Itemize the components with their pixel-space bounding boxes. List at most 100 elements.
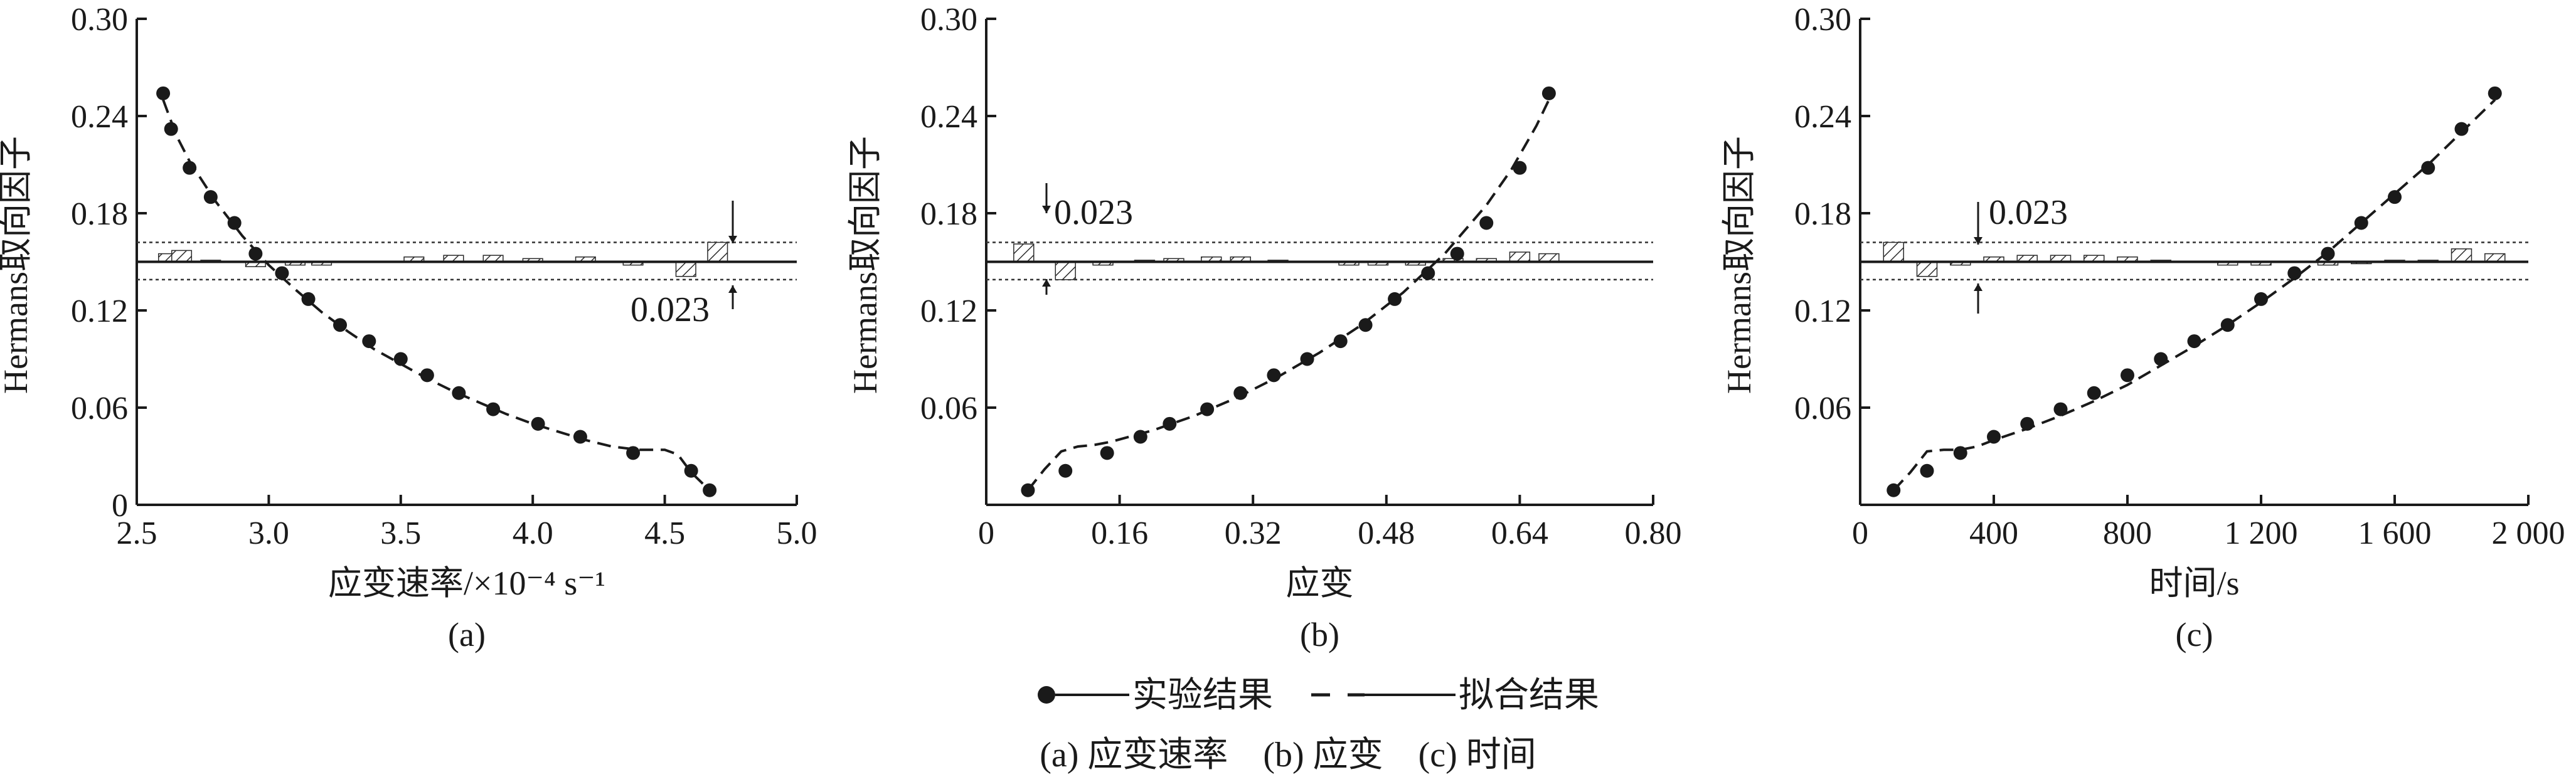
x-tick-label: 2 000	[2492, 515, 2565, 551]
data-point	[684, 463, 698, 478]
x-tick-label: 0.64	[1491, 515, 1548, 551]
x-tick-label: 3.5	[380, 515, 421, 551]
data-point	[2287, 266, 2302, 280]
y-axis-title: Hermans取向因子	[846, 136, 884, 394]
data-point	[1133, 430, 1147, 444]
data-point	[2421, 161, 2435, 175]
x-tick-label: 0.32	[1225, 515, 1282, 551]
data-point	[1920, 463, 1934, 478]
legend-caption-line: (a) 应变速率 (b) 应变 (c) 时间	[1040, 736, 1536, 774]
panel-c: 0.06 0.12 0.18 0.24 0.30 0 400 800 1 200 1 600 2 0…	[1720, 2, 2565, 653]
x-tick-label: 800	[2103, 515, 2152, 551]
y-tick-label: 0.30	[920, 2, 977, 38]
data-point	[164, 122, 178, 136]
data-point	[2220, 318, 2235, 332]
data-point	[1513, 161, 1527, 175]
band-annotation: 0.023	[631, 290, 710, 329]
panel-label: (c)	[2176, 616, 2213, 653]
data-point	[2254, 292, 2268, 306]
deviation-bar	[1509, 251, 1531, 263]
x-tick-label: 0.48	[1358, 515, 1415, 551]
deviation-bar	[171, 250, 193, 263]
data-point	[1200, 402, 1215, 416]
annotation-arrowhead-down	[1042, 206, 1051, 213]
data-point	[1450, 246, 1464, 261]
data-point	[1987, 430, 2001, 444]
deviation-bar	[1013, 243, 1035, 263]
deviation-bar	[1883, 241, 1904, 263]
data-point	[393, 352, 408, 366]
annotation-arrowhead-down	[728, 236, 737, 243]
y-tick-label: 0.18	[71, 196, 128, 232]
data-point	[2187, 334, 2201, 349]
data-point	[1058, 463, 1073, 478]
data-point	[531, 416, 545, 431]
data-point	[1887, 483, 1901, 497]
data-point	[1358, 318, 1373, 332]
x-tick-label: 2.5	[117, 515, 157, 551]
y-tick-label: 0.24	[920, 99, 977, 135]
data-point	[1021, 483, 1035, 497]
deviation-bar	[2451, 248, 2472, 263]
data-point	[573, 430, 587, 444]
legend: 实验结果 拟合结果 (a) 应变速率 (b) 应变 (c) 时间	[1038, 676, 1599, 774]
data-point	[203, 190, 218, 204]
deviation-bar	[675, 261, 696, 277]
legend-marker-experimental	[1038, 686, 1055, 704]
fit-curve	[1892, 98, 2496, 492]
annotation-arrowhead-up	[1974, 283, 1983, 291]
data-point	[156, 86, 171, 100]
data-point	[1421, 266, 1435, 280]
x-tick-label: 4.0	[513, 515, 553, 551]
y-tick-label: 0.12	[1794, 293, 1851, 329]
data-point	[275, 266, 289, 280]
x-tick-label: 0.80	[1625, 515, 1682, 551]
band-annotation: 0.023	[1989, 193, 2068, 232]
data-point	[2321, 246, 2335, 261]
panel-label: (b)	[1300, 616, 1339, 653]
legend-label-fitted: 拟合结果	[1459, 676, 1599, 715]
deviation-bar	[1055, 261, 1076, 280]
data-point	[2020, 416, 2035, 431]
data-point	[2454, 122, 2469, 136]
deviation-bar	[1916, 261, 1938, 277]
annotation-arrowhead-up	[1042, 279, 1051, 287]
x-tick-label: 5.0	[777, 515, 817, 551]
data-point	[1233, 386, 1248, 400]
deviation-bar	[707, 241, 728, 263]
y-tick-label: 0.12	[920, 293, 977, 329]
fit-curve	[1026, 99, 1550, 492]
panel-label: (a)	[448, 616, 486, 653]
data-point	[626, 446, 641, 460]
data-point	[2087, 386, 2101, 400]
data-point	[420, 368, 434, 383]
data-point	[227, 216, 242, 230]
y-tick-label: 0.24	[71, 99, 128, 135]
y-tick-label: 0.06	[920, 391, 977, 426]
y-tick-label: 0.12	[71, 293, 128, 329]
y-tick-label: 0.18	[920, 196, 977, 232]
panel-b: 0.06 0.12 0.18 0.24 0.30 0 0.16 0.32 0.48 0.64 0.8…	[846, 2, 1682, 653]
data-point	[1541, 86, 1556, 100]
legend-label-experimental: 实验结果	[1132, 676, 1273, 715]
data-point	[2388, 190, 2402, 204]
data-point	[2488, 86, 2502, 100]
data-point	[1953, 446, 1967, 460]
data-point	[2053, 402, 2068, 416]
data-point	[1333, 334, 1348, 349]
x-tick-label: 0	[1852, 515, 1868, 551]
x-tick-label: 400	[1969, 515, 2018, 551]
band-annotation: 0.023	[1054, 193, 1133, 232]
y-tick-label: 0.06	[71, 391, 128, 426]
x-tick-label: 1 600	[2358, 515, 2432, 551]
x-tick-label: 3.0	[248, 515, 289, 551]
data-point	[1479, 216, 1494, 230]
data-point	[452, 386, 466, 400]
data-point	[2354, 216, 2368, 230]
y-tick-label: 0.30	[71, 2, 128, 38]
x-tick-label: 1 200	[2225, 515, 2298, 551]
y-tick-label: 0.30	[1794, 2, 1851, 38]
y-tick-label: 0.18	[1794, 196, 1851, 232]
y-tick-label: 0.24	[1794, 99, 1851, 135]
